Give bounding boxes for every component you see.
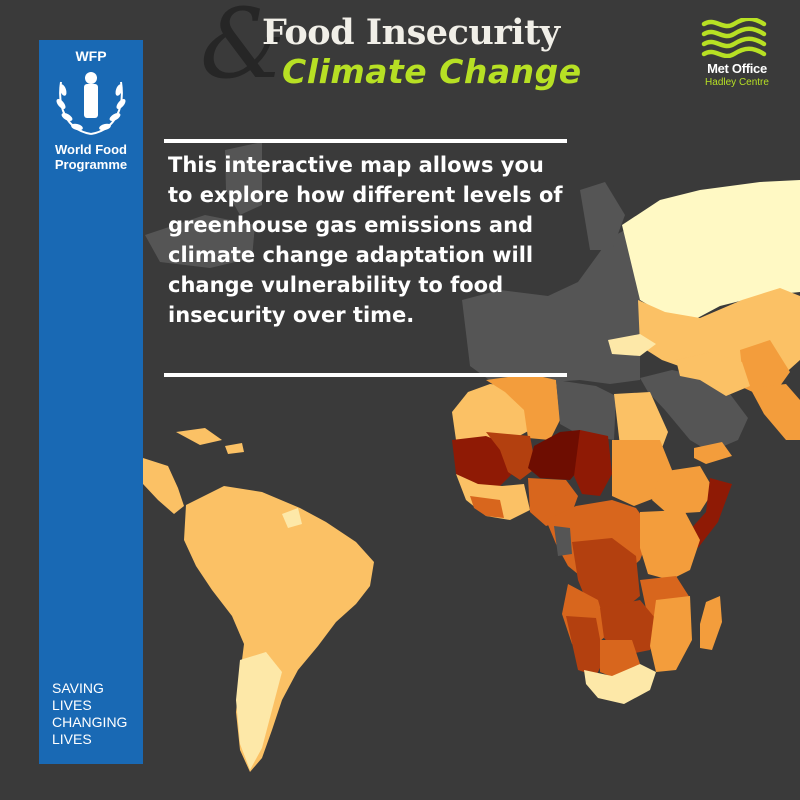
madagascar-region[interactable] bbox=[700, 596, 722, 650]
drc-region[interactable] bbox=[572, 538, 640, 614]
greenland-region[interactable] bbox=[225, 142, 262, 215]
wfp-slogan: Saving Lives Changing Lives bbox=[52, 680, 128, 747]
algeria-region[interactable] bbox=[486, 374, 560, 440]
met-office-logo: Met Office Hadley Centre bbox=[697, 18, 777, 90]
north-africa-west[interactable] bbox=[452, 384, 530, 446]
guyana-region[interactable] bbox=[282, 508, 302, 528]
south-asia-region[interactable] bbox=[750, 384, 800, 440]
yemen-region[interactable] bbox=[694, 442, 732, 464]
wfp-banner: WFP World Food Programme Saving Lives Ch… bbox=[39, 40, 143, 764]
west-africa-coast[interactable] bbox=[456, 474, 530, 520]
intro-rule-top bbox=[164, 139, 567, 143]
wfp-name: World Food Programme bbox=[54, 142, 128, 172]
north-america-region[interactable] bbox=[145, 215, 255, 268]
scandinavia-region[interactable] bbox=[580, 182, 625, 250]
egypt-region[interactable] bbox=[614, 392, 668, 448]
south-america-south[interactable] bbox=[236, 652, 282, 770]
wfp-emblem-icon bbox=[56, 72, 126, 135]
mali-region[interactable] bbox=[486, 432, 536, 480]
intro-text: This interactive map allows you to explo… bbox=[168, 153, 563, 327]
chad-region[interactable] bbox=[574, 430, 612, 496]
west-africa-south[interactable] bbox=[470, 496, 504, 518]
south-america-region[interactable] bbox=[184, 486, 374, 772]
met-office-name: Met Office bbox=[707, 61, 767, 76]
met-office-waves-icon bbox=[701, 18, 767, 58]
title-ampersand: & bbox=[200, 0, 286, 100]
mozambique-region[interactable] bbox=[650, 596, 692, 672]
title-food-insecurity: Food Insecurity bbox=[262, 12, 560, 53]
east-africa-region[interactable] bbox=[640, 510, 700, 580]
wfp-acronym: WFP bbox=[75, 48, 107, 64]
turkey-region[interactable] bbox=[608, 334, 656, 356]
gabon-region[interactable] bbox=[554, 526, 572, 556]
caribbean-region[interactable] bbox=[176, 428, 222, 445]
russia-region[interactable] bbox=[622, 180, 800, 322]
namibia-region[interactable] bbox=[566, 616, 604, 676]
europe-region[interactable] bbox=[462, 222, 640, 386]
title-climate-change: Climate Change bbox=[282, 52, 582, 91]
central-america-region[interactable] bbox=[143, 458, 184, 514]
caribbean-islands[interactable] bbox=[225, 443, 244, 454]
south-africa-region[interactable] bbox=[584, 664, 656, 704]
met-office-subtitle: Hadley Centre bbox=[705, 77, 769, 88]
intro-rule-bottom bbox=[164, 373, 567, 377]
libya-region[interactable] bbox=[556, 380, 616, 440]
iran-region[interactable] bbox=[676, 352, 750, 396]
ethiopia-region[interactable] bbox=[652, 466, 714, 514]
somalia-region[interactable] bbox=[688, 478, 732, 548]
niger-region[interactable] bbox=[528, 430, 582, 480]
